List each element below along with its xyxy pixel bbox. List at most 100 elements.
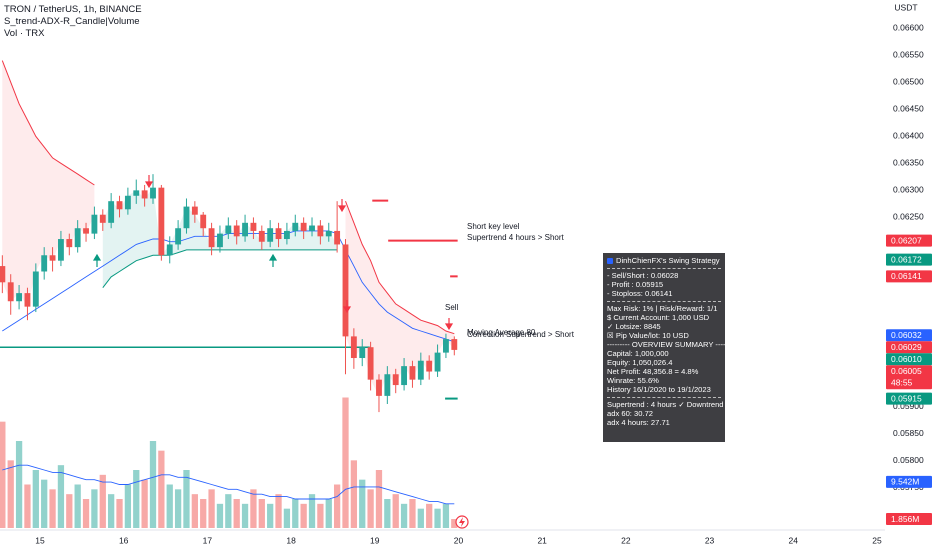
volume-bar: [267, 503, 274, 528]
annotation: Sell: [445, 303, 459, 312]
candle-body: [300, 222, 307, 231]
candle-body: [434, 352, 441, 372]
separator: [607, 397, 721, 398]
price-label-bg: [886, 365, 932, 390]
candle-body: [376, 379, 382, 396]
info-line: ✓ Lotsize: 8845: [607, 322, 661, 331]
sell-arrows: [144, 175, 454, 331]
x-tick-label: 22: [621, 535, 631, 545]
x-tick-label: 20: [454, 535, 464, 545]
candle-body: [24, 293, 31, 307]
candle-body: [334, 230, 341, 245]
candle-body: [367, 347, 374, 380]
price-label-bg: [886, 475, 932, 488]
volume-bar: [317, 503, 324, 528]
candle-body: [426, 360, 433, 372]
candle-body: [451, 339, 458, 350]
volume-bar: [108, 494, 115, 528]
volume-bar: [308, 494, 316, 528]
volume-bar: [233, 499, 240, 528]
volume-bar: [49, 489, 56, 528]
candle-body: [49, 255, 56, 261]
y-unit: USDT: [894, 2, 917, 12]
candle-body: [417, 360, 424, 380]
volume-bar: [41, 479, 48, 528]
volume-bar: [333, 484, 341, 528]
candle-body: [99, 214, 106, 223]
candle-layer: [0, 174, 458, 413]
candle-body: [233, 225, 240, 237]
x-tick-label: 16: [119, 535, 129, 545]
candle-body: [317, 225, 324, 237]
price-label-bg: [886, 329, 932, 342]
price-label: 0.06032: [891, 330, 922, 340]
candle-body: [175, 228, 182, 245]
price-label: 0.06029: [891, 342, 922, 352]
candle-body: [384, 374, 391, 396]
volume-bar: [74, 484, 81, 528]
candle-body: [359, 347, 366, 359]
x-tick-label: 21: [537, 535, 547, 545]
info-line: adx 60: 30.72: [607, 409, 654, 418]
x-tick-label: 25: [872, 535, 882, 545]
alert-bolt: [459, 517, 465, 527]
annotation: Correction Supertrend > Short: [467, 330, 575, 339]
x-tick-label: 18: [286, 535, 296, 545]
candle-body: [158, 187, 165, 256]
price-label: 0.06010: [891, 354, 922, 364]
x-tick-label: 24: [789, 535, 799, 545]
volume-bar: [99, 474, 106, 528]
volume-bar: [166, 484, 173, 528]
volume-bar: [241, 503, 249, 528]
countdown: 48:55: [891, 378, 913, 388]
volume-bar: [57, 465, 65, 528]
separator: [607, 268, 721, 269]
candle-body: [342, 244, 349, 337]
annotation: Short key level: [467, 222, 520, 231]
candle-body: [183, 206, 190, 229]
y-tick-label: 0.06450: [893, 103, 924, 113]
volume-bar: [367, 489, 374, 528]
volume-bar: [183, 470, 190, 528]
volume-bar: [158, 450, 165, 528]
info-line: Net Profit: 48,356.8 = 4.8%: [607, 367, 699, 376]
info-box: DinhChienFX's Swing Strategy - Sell/Shor…: [603, 253, 725, 442]
volume-bar: [283, 508, 291, 528]
price-label-bg: [886, 234, 932, 247]
price-label: 0.06172: [891, 254, 922, 264]
symbol-title: TRON / TetherUS, 1h, BINANCE: [4, 4, 142, 15]
y-tick-label: 0.05850: [893, 428, 924, 438]
price-label-bg: [886, 270, 932, 283]
info-line: - Profit : 0.05915: [607, 280, 664, 289]
candle-body: [166, 244, 173, 256]
volume-bar: [451, 519, 458, 528]
candle-body: [409, 366, 416, 380]
x-tick-label: 19: [370, 535, 380, 545]
volume-bar: [200, 499, 207, 528]
volume-bar: [225, 494, 232, 528]
candle-body: [58, 239, 64, 261]
volume-bar: [359, 479, 366, 528]
volume-bar: [7, 460, 14, 528]
x-tick-label: 23: [705, 535, 715, 545]
candle-body: [0, 266, 6, 283]
info-line: Winrate: 55.6%: [607, 376, 659, 385]
price-label: 0.05915: [891, 393, 922, 403]
info-line: - Stoploss: 0.06141: [607, 289, 673, 298]
info-line: Max Risk: 1% | Risk/Reward: 1/1: [607, 304, 718, 313]
candle-body: [16, 293, 23, 302]
candle-body: [91, 214, 98, 234]
info-line: adx 4 hours: 27.71: [607, 418, 670, 427]
price-label: 1.856M: [891, 514, 919, 524]
price-label-bg: [886, 353, 932, 366]
candle-body: [309, 225, 315, 231]
volume-bar: [426, 503, 433, 528]
y-tick-label: 0.05800: [893, 455, 924, 465]
candle-body: [141, 190, 148, 199]
candle-body: [41, 255, 48, 272]
info-icon: [607, 257, 613, 264]
candle-body: [208, 228, 215, 248]
supertrend-line: [1, 60, 455, 335]
